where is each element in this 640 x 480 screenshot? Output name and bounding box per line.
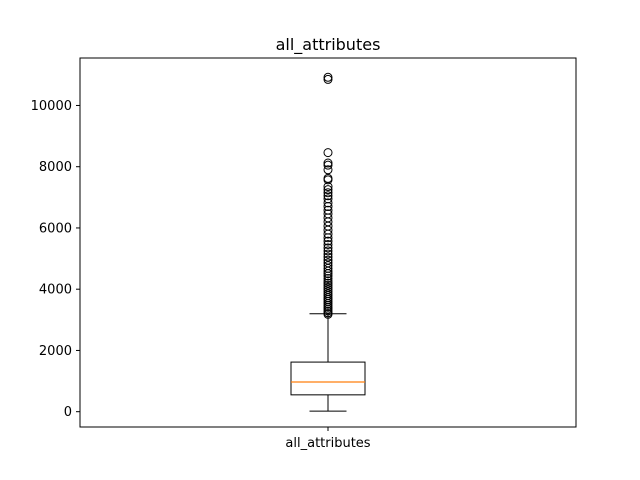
outlier-point <box>323 258 333 268</box>
outlier-point <box>323 278 333 288</box>
y-tick-label: 10000 <box>31 99 72 114</box>
outlier-point <box>323 287 333 297</box>
outlier-point <box>323 246 333 256</box>
y-tick-label: 8000 <box>39 160 72 175</box>
outlier-point <box>323 249 333 259</box>
outlier-point <box>323 188 333 198</box>
outlier-point <box>323 289 333 299</box>
outlier-point <box>323 158 333 168</box>
x-tick-label: all_attributes <box>285 436 370 451</box>
outlier-point <box>323 165 333 175</box>
outlier-point <box>323 191 333 201</box>
y-tick-label: 6000 <box>39 221 72 236</box>
outlier-point <box>323 276 333 286</box>
outlier-point <box>323 236 333 246</box>
outlier-point <box>323 255 333 265</box>
outlier-point <box>323 252 333 262</box>
outlier-point <box>323 72 333 82</box>
outlier-point <box>323 243 333 253</box>
y-tick-label: 2000 <box>39 344 72 359</box>
outlier-point <box>323 239 333 249</box>
y-tick-label: 4000 <box>39 283 72 298</box>
iqr-box <box>290 361 366 396</box>
outlier-point <box>323 74 333 84</box>
chart-title: all_attributes <box>276 35 381 55</box>
outlier-point <box>323 280 333 290</box>
plot-frame <box>79 57 577 428</box>
outlier-point <box>323 282 333 292</box>
outlier-point <box>323 194 333 204</box>
outlier-point <box>323 209 333 219</box>
outlier-point <box>323 261 333 271</box>
y-tick-label: 0 <box>64 405 72 420</box>
plot-layer: 0 2000 4000 6000 8000 10000 all_attributes <box>31 57 577 451</box>
outlier-point <box>323 160 333 170</box>
outlier-point <box>323 148 333 158</box>
outlier-point <box>323 205 333 215</box>
outlier-point <box>323 198 333 208</box>
outlier-point <box>323 185 333 195</box>
outlier-point <box>323 273 333 283</box>
outlier-point <box>323 173 333 183</box>
outlier-point <box>323 285 333 295</box>
